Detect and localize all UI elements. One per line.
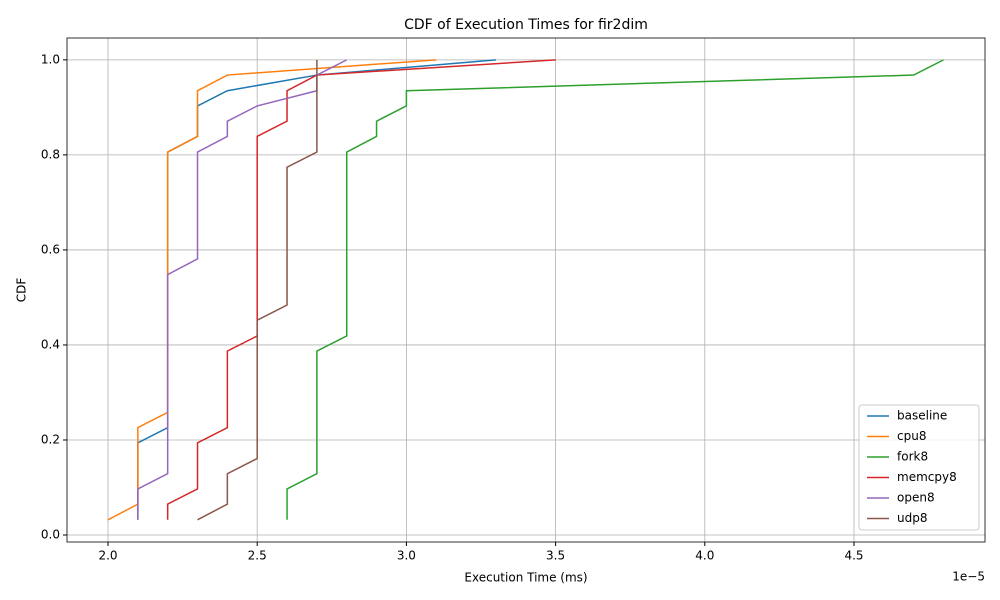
x-tick-label: 2.5: [248, 549, 267, 563]
x-tick-label: 4.5: [844, 549, 863, 563]
y-tick-label: 0.0: [41, 528, 60, 542]
series-line: [286, 59, 944, 520]
y-tick-label: 0.6: [41, 242, 60, 256]
y-tick-label: 0.8: [41, 147, 60, 161]
x-tick-label: 3.5: [546, 549, 565, 563]
y-tick-label: 0.4: [41, 337, 60, 351]
y-tick-label: 0.2: [41, 432, 60, 446]
x-tick-label: 2.0: [98, 549, 117, 563]
x-axis-label: Execution Time (ms): [464, 571, 587, 585]
legend-label: memcpy8: [897, 470, 957, 484]
series-line: [166, 59, 556, 520]
x-offset-label: 1e−5: [952, 570, 985, 584]
x-tick-label: 4.0: [695, 549, 714, 563]
legend-label: open8: [897, 491, 935, 505]
plot-frame: [66, 37, 986, 543]
y-tick-label: 1.0: [41, 52, 60, 66]
legend-label: cpu8: [897, 429, 926, 443]
legend-label: fork8: [897, 450, 928, 464]
x-tick-label: 3.0: [397, 549, 416, 563]
y-axis-label: CDF: [15, 278, 29, 303]
chart-title: CDF of Execution Times for fir2dim: [404, 17, 648, 33]
legend-label: baseline: [897, 409, 947, 423]
series-line: [107, 59, 437, 521]
legend-label: udp8: [897, 511, 927, 525]
series-line: [197, 59, 318, 521]
